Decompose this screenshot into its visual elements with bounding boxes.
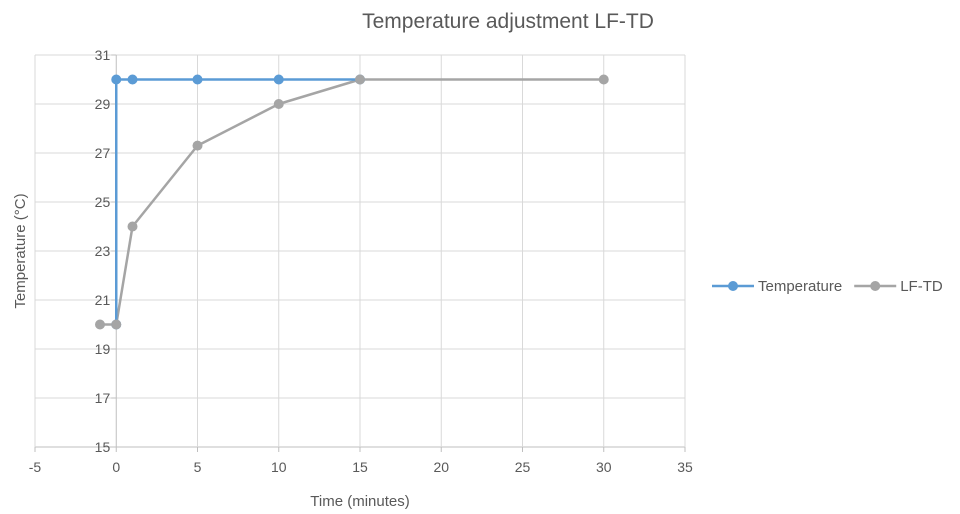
x-axis-label: Time (minutes) [310,493,409,510]
legend-label: LF-TD [900,278,943,295]
x-tick-label: 35 [677,459,693,475]
x-tick-label: 25 [515,459,531,475]
x-tick-label: 0 [112,459,120,475]
series-line-temperature [115,78,360,325]
data-point-lf-td [111,319,122,330]
x-tick-label: -5 [29,459,42,475]
y-tick-label: 29 [95,96,111,112]
y-tick-label: 27 [95,145,111,161]
y-tick-label: 21 [95,292,111,308]
chart-title: Temperature adjustment LF-TD [362,10,654,33]
y-axis-label: Temperature (°C) [12,193,29,308]
data-point-temperature [192,74,203,85]
data-point-lf-td [192,140,203,151]
x-tick-label: 5 [194,459,202,475]
data-point-temperature [111,74,122,85]
data-point-lf-td [273,99,284,109]
data-point-lf-td [127,221,138,232]
y-tick-label: 23 [95,243,111,259]
data-point-temperature [273,74,284,85]
x-tick-label: 15 [352,459,368,475]
data-point-lf-td [598,74,609,85]
y-tick-label: 25 [95,194,111,210]
legend-label: Temperature [758,278,842,295]
y-tick-label: 17 [95,390,111,406]
y-tick-label: 31 [95,47,111,63]
x-tick-label: 30 [596,459,612,475]
legend-marker-temperature [728,281,738,291]
data-point-lf-td [95,319,105,330]
y-tick-label: 15 [95,439,111,455]
x-tick-label: 10 [271,459,287,475]
data-point-temperature [127,74,138,85]
legend-marker-lf-td [870,281,881,291]
x-tick-label: 20 [433,459,449,475]
data-point-lf-td [355,74,365,85]
y-tick-label: 19 [95,341,111,357]
